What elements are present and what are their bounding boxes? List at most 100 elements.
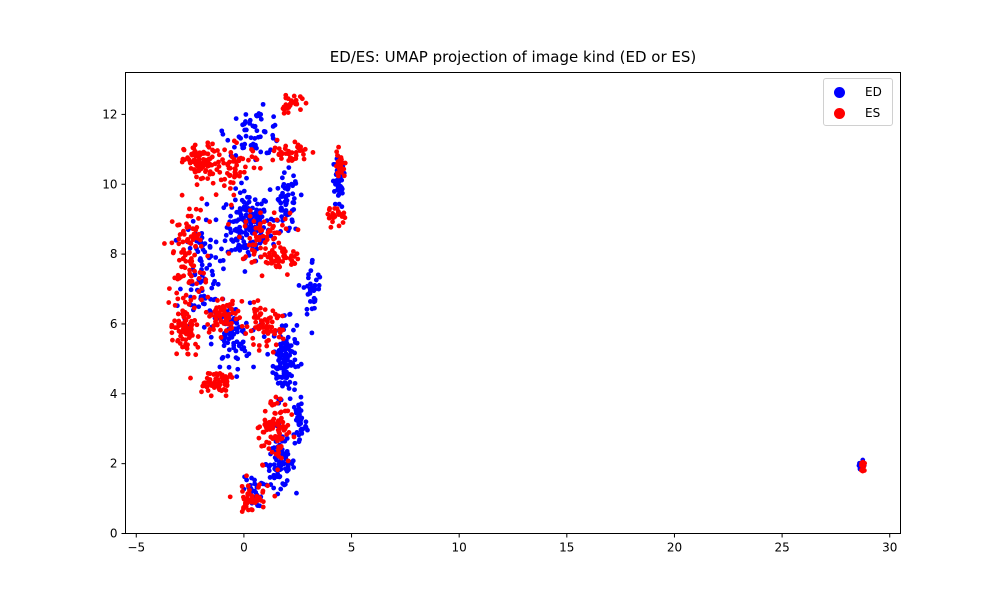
scatter-point-es [219, 296, 225, 302]
scatter-point-ed [207, 244, 213, 250]
scatter-point-es [272, 493, 278, 499]
scatter-point-ed [292, 387, 297, 393]
scatter-point-es [262, 307, 268, 312]
scatter-point-es [860, 468, 866, 474]
scatter-point-ed [244, 175, 249, 181]
scatter-point-es [259, 443, 265, 449]
scatter-point-es [300, 148, 306, 154]
scatter-point-ed [290, 458, 296, 464]
scatter-point-es [277, 396, 283, 402]
scatter-point-ed [284, 478, 290, 483]
scatter-point-es [207, 171, 213, 177]
scatter-point-es [230, 310, 236, 316]
scatter-point-es [210, 141, 215, 147]
scatter-point-ed [234, 374, 240, 379]
scatter-point-es [211, 327, 216, 332]
scatter-point-es [303, 100, 309, 106]
scatter-point-ed [282, 356, 288, 361]
scatter-point-ed [258, 116, 264, 122]
scatter-point-es [273, 342, 279, 348]
scatter-point-ed [228, 213, 233, 219]
scatter-point-es [286, 158, 292, 163]
scatter-point-es [301, 152, 306, 157]
scatter-point-ed [233, 186, 239, 191]
scatter-point-ed [190, 218, 196, 224]
scatter-point-ed [304, 311, 310, 317]
scatter-point-ed [311, 295, 317, 301]
scatter-point-es [162, 241, 167, 246]
scatter-point-es [273, 411, 278, 416]
scatter-point-ed [283, 193, 289, 199]
scatter-point-es [187, 331, 193, 337]
scatter-point-es [192, 252, 198, 258]
scatter-point-es [205, 253, 211, 259]
scatter-point-es [226, 221, 231, 227]
scatter-point-ed [236, 134, 242, 140]
legend-label-ed: ED [865, 85, 882, 99]
scatter-point-es [249, 260, 255, 265]
scatter-point-es [217, 312, 223, 318]
scatter-point-es [194, 322, 200, 328]
scatter-point-ed [286, 165, 292, 171]
scatter-point-es [292, 254, 297, 259]
scatter-point-ed [243, 133, 249, 139]
scatter-point-es [181, 273, 187, 279]
scatter-point-ed [217, 364, 223, 370]
scatter-point-es [169, 322, 175, 328]
scatter-point-ed [282, 380, 288, 386]
scatter-point-es [256, 348, 262, 353]
scatter-point-ed [208, 253, 214, 259]
scatter-point-es [274, 217, 280, 223]
scatter-point-ed [227, 226, 233, 232]
scatter-point-es [284, 272, 290, 278]
scatter-point-es [284, 432, 290, 437]
scatter-point-es [215, 298, 220, 303]
scatter-point-es [338, 161, 344, 167]
scatter-point-ed [291, 465, 297, 470]
scatter-point-ed [271, 485, 277, 491]
scatter-point-es [197, 270, 203, 275]
scatter-point-es [175, 311, 181, 317]
scatter-point-ed [252, 481, 258, 487]
scatter-point-es [233, 159, 238, 164]
scatter-point-es [223, 393, 229, 399]
scatter-point-es [222, 176, 228, 182]
scatter-point-ed [240, 122, 246, 128]
scatter-point-es [187, 271, 193, 277]
scatter-point-ed [232, 197, 238, 203]
scatter-point-es [188, 297, 194, 303]
scatter-point-ed [250, 141, 256, 147]
scatter-point-es [257, 323, 263, 329]
scatter-point-es [338, 165, 344, 171]
scatter-point-es [239, 323, 245, 329]
scatter-point-es [290, 156, 296, 162]
scatter-point-ed [261, 198, 267, 204]
scatter-point-es [193, 154, 199, 159]
scatter-point-es [262, 408, 268, 414]
scatter-point-es [228, 202, 234, 208]
scatter-point-ed [261, 207, 267, 213]
scatter-point-es [210, 180, 216, 186]
scatter-point-ed [219, 356, 225, 361]
scatter-point-ed [254, 207, 259, 213]
scatter-point-es [280, 151, 286, 157]
scatter-point-es [273, 394, 279, 400]
scatter-point-es [292, 139, 298, 145]
scatter-point-es [276, 240, 282, 246]
scatter-point-ed [279, 214, 285, 220]
scatter-point-ed [230, 239, 236, 244]
scatter-point-ed [299, 426, 305, 432]
scatter-point-ed [213, 239, 219, 245]
x-tick-label: 30 [882, 541, 897, 555]
scatter-point-es [184, 346, 190, 352]
scatter-point-ed [220, 258, 226, 263]
scatter-point-es [250, 335, 256, 341]
scatter-point-es [203, 279, 209, 285]
scatter-point-ed [254, 201, 260, 207]
scatter-point-ed [242, 269, 248, 274]
scatter-point-es [251, 299, 257, 305]
scatter-point-es [190, 226, 196, 232]
scatter-point-es [194, 182, 200, 188]
y-axis: 0 2 4 6 8 10 12 [102, 107, 126, 541]
scatter-point-ed [243, 205, 249, 211]
